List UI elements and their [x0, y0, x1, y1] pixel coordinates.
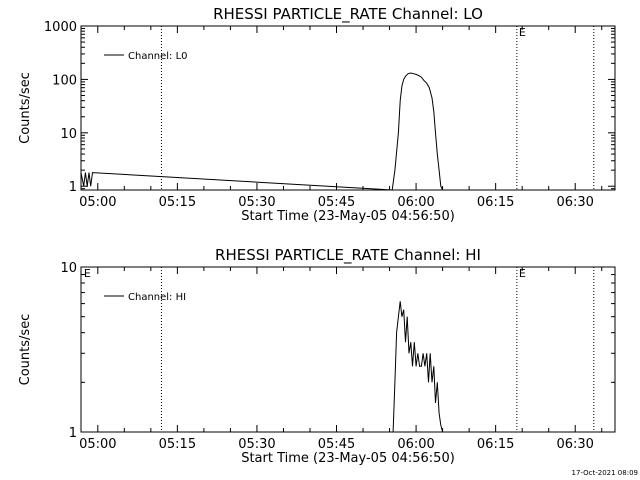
data-series-line	[392, 301, 444, 433]
legend-label: Channel: L0	[128, 51, 188, 62]
x-tick-label: 06:30	[556, 437, 593, 452]
y-tick-label: 10	[60, 261, 77, 276]
x-tick-label: 05:00	[79, 195, 116, 210]
y-axis-label: Counts/sec	[18, 72, 33, 144]
x-tick-label: 05:30	[238, 195, 275, 210]
y-tick-label: 1000	[44, 20, 77, 35]
x-tick-label: 05:15	[159, 437, 196, 452]
event-marker-label: E	[519, 26, 526, 39]
plot-frame	[80, 25, 616, 191]
timestamp-label: 17-Oct-2021 08:09	[572, 469, 638, 477]
legend-label: Channel: HI	[128, 292, 186, 303]
data-series-line	[80, 72, 444, 191]
y-tick-label: 100	[52, 73, 77, 88]
chart-title: RHESSI PARTICLE_RATE Channel: LO	[213, 5, 483, 24]
x-tick-label: 06:00	[397, 437, 434, 452]
chart-panel-1: RHESSI PARTICLE_RATE Channel: HI Start Ti…	[18, 246, 616, 466]
y-axis-label: Counts/sec	[18, 314, 33, 386]
plot-frame	[80, 266, 616, 433]
chart-panel-0: RHESSI PARTICLE_RATE Channel: LO Start Ti…	[18, 5, 616, 224]
event-marker-label: E	[84, 267, 91, 280]
x-axis-label: Start Time (23-May-05 04:56:50)	[241, 451, 455, 466]
y-tick-label: 10	[60, 127, 77, 142]
x-tick-label: 05:30	[238, 437, 275, 452]
x-tick-label: 06:00	[397, 195, 434, 210]
x-tick-label: 05:00	[79, 437, 116, 452]
y-tick-label: 1	[69, 426, 77, 441]
x-axis-label: Start Time (23-May-05 04:56:50)	[241, 209, 455, 224]
x-tick-label: 06:15	[477, 437, 514, 452]
x-tick-label: 05:15	[159, 195, 196, 210]
event-marker-label: E	[519, 267, 526, 280]
x-tick-label: 06:30	[556, 195, 593, 210]
x-tick-label: 05:45	[318, 195, 355, 210]
y-tick-label: 1	[69, 180, 77, 195]
x-tick-label: 06:15	[477, 195, 514, 210]
x-tick-label: 05:45	[318, 437, 355, 452]
chart-title: RHESSI PARTICLE_RATE Channel: HI	[215, 246, 481, 265]
